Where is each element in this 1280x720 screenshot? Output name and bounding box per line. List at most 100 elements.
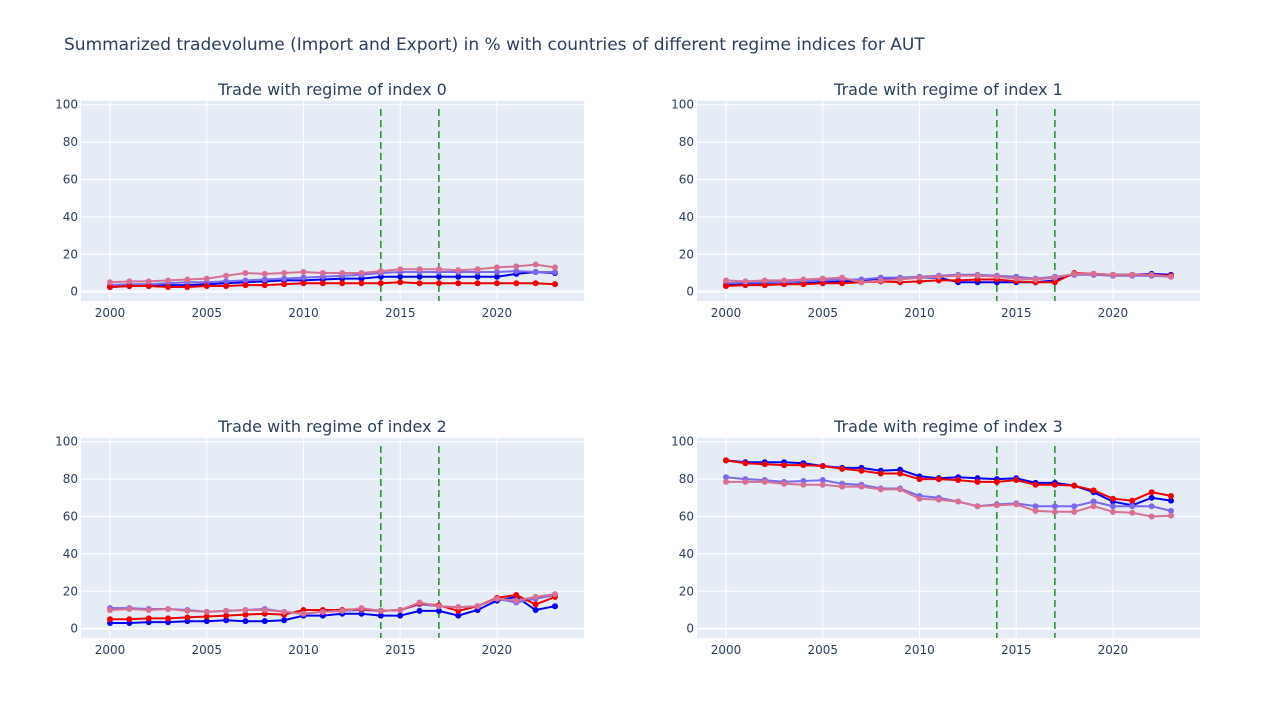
data-point [107, 616, 114, 623]
data-point [1090, 487, 1097, 494]
x-tick-label: 2010 [904, 306, 935, 320]
series-line [109, 270, 555, 287]
series-line [725, 459, 1172, 507]
data-point [474, 603, 481, 610]
series-line [725, 272, 1172, 284]
data-point [242, 282, 249, 289]
y-tick-label: 40 [679, 547, 694, 561]
data-point [397, 273, 404, 280]
data-point [261, 276, 268, 283]
data-point [319, 269, 326, 276]
data-point [223, 272, 230, 279]
y-tick-label: 80 [63, 472, 78, 486]
y-tick-label: 40 [679, 210, 694, 224]
data-point [203, 618, 210, 625]
x-tick-label: 2020 [1098, 306, 1129, 320]
data-point [1109, 508, 1116, 515]
data-point [145, 615, 152, 622]
data-point [955, 277, 962, 284]
x-tick-label: 2010 [288, 643, 319, 657]
y-tick-label: 0 [686, 285, 694, 299]
y-tick-label: 60 [679, 510, 694, 524]
data-point [319, 280, 326, 287]
data-point [358, 269, 365, 276]
data-point [377, 607, 384, 614]
x-tick-label: 2005 [191, 643, 222, 657]
series-line [725, 459, 1172, 502]
x-tick-label: 2015 [385, 643, 416, 657]
series-line [109, 593, 556, 615]
data-point [165, 606, 172, 613]
data-point [781, 277, 788, 284]
data-point [339, 280, 346, 287]
data-point [723, 283, 730, 290]
data-point [955, 477, 962, 484]
subplot-2: 2000 2005 2010 2015 2020 0 20 40 60 80 100 Trade wi… [55, 417, 584, 657]
data-point [1051, 481, 1058, 488]
data-point [261, 270, 268, 277]
data-point [242, 606, 249, 613]
subplot-1: 2000 2005 2010 2015 2020 0 20 40 60 80 100 Trade wi… [671, 80, 1200, 320]
data-point [819, 477, 826, 484]
data-point [723, 277, 730, 284]
data-point [377, 268, 384, 275]
y-tick-label: 20 [679, 247, 694, 261]
data-point [800, 281, 807, 288]
data-point [1090, 503, 1097, 510]
series-line [109, 281, 556, 288]
data-point [1051, 279, 1058, 286]
data-point [493, 269, 500, 276]
x-tick-label: 2010 [904, 643, 935, 657]
data-point [300, 274, 307, 281]
data-point [455, 273, 462, 280]
data-point [1167, 273, 1174, 280]
x-tick-label: 2005 [807, 306, 838, 320]
data-point [532, 280, 539, 287]
data-point [819, 275, 826, 282]
data-point [761, 461, 768, 468]
data-point [800, 462, 807, 469]
data-point [839, 280, 846, 287]
x-tick-label: 2000 [711, 643, 742, 657]
data-point [493, 264, 500, 271]
data-point [723, 474, 730, 481]
data-point [877, 277, 884, 284]
series-line [109, 270, 556, 288]
data-point [435, 603, 442, 610]
data-point [300, 280, 307, 287]
data-point [955, 272, 962, 279]
data-point [493, 595, 500, 602]
data-point [377, 280, 384, 287]
data-point [145, 278, 152, 285]
data-point [223, 612, 230, 619]
data-point [1032, 503, 1039, 510]
data-point [184, 614, 191, 621]
data-point [300, 269, 307, 276]
data-point [455, 604, 462, 611]
data-point [551, 264, 558, 271]
data-point [107, 606, 114, 613]
subplot-0: 2000 2005 2010 2015 2020 0 20 40 60 80 100 Trade wi… [55, 80, 584, 320]
data-point [281, 269, 288, 276]
y-tick-label: 60 [63, 510, 78, 524]
data-point [435, 266, 442, 273]
data-point [223, 617, 230, 624]
data-point [397, 279, 404, 286]
data-point [916, 476, 923, 483]
data-point [1167, 507, 1174, 514]
data-point [203, 613, 210, 620]
x-tick-label: 2005 [191, 306, 222, 320]
data-point [551, 281, 558, 288]
data-point [839, 465, 846, 472]
data-point [281, 608, 288, 615]
data-point [742, 278, 749, 285]
data-point [858, 279, 865, 286]
data-point [1071, 508, 1078, 515]
data-point [1148, 271, 1155, 278]
data-point [319, 608, 326, 615]
data-point [781, 462, 788, 469]
data-point [532, 601, 539, 608]
data-point [1090, 270, 1097, 277]
data-point [184, 283, 191, 290]
x-tick-label: 2020 [482, 643, 513, 657]
